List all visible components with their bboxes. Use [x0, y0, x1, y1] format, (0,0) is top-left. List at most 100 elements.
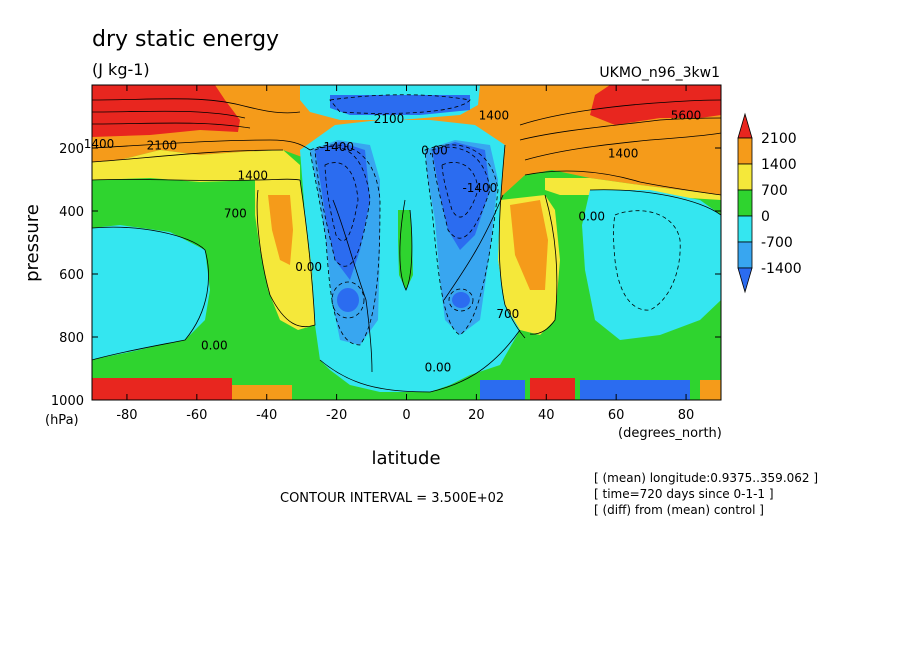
chart-units: (J kg-1)	[92, 60, 150, 79]
contour-line	[92, 149, 284, 163]
negative-contour	[309, 144, 381, 346]
x-tick-label: 40	[538, 408, 555, 423]
field-green-center	[398, 210, 413, 290]
contour-line	[92, 110, 246, 119]
colorbar-segment	[737, 215, 753, 243]
negative-contour	[431, 146, 491, 239]
contour-line	[319, 329, 521, 393]
field-red-surface-right	[530, 378, 575, 400]
colorbar-arrow-top	[737, 112, 753, 139]
contour-label: 700	[496, 307, 519, 321]
negative-contours	[309, 94, 681, 346]
colorbar-label: -700	[761, 235, 793, 251]
negative-contour	[314, 146, 371, 267]
contour-label: 0.00	[578, 209, 605, 223]
x-tick-label: -20	[326, 408, 347, 423]
field-cyan-left	[92, 225, 210, 360]
y-axis-label: pressure	[22, 204, 43, 282]
x-axis-label: latitude	[371, 448, 440, 469]
contour-label: 1400	[608, 146, 639, 160]
contour-label: 1400	[84, 137, 115, 151]
y-tick-label: 800	[59, 331, 84, 346]
contour-line	[498, 144, 526, 339]
colorbar-label: 2100	[761, 131, 797, 147]
field-darkblue-core-right	[452, 292, 470, 308]
contour-line	[443, 194, 504, 301]
contour-label: 1400	[479, 109, 510, 123]
negative-contour	[331, 281, 365, 319]
contour-field	[92, 85, 721, 400]
negative-contour	[448, 288, 474, 312]
contour-lines	[92, 98, 721, 393]
y-tick-label: 600	[59, 268, 84, 283]
x-tick-label: 20	[468, 408, 485, 423]
contour-label: -1400	[319, 140, 354, 154]
colorbar-label: 700	[761, 183, 788, 199]
contour-label-layer: 1400 2100 1400 700 0.00 0.00 -1400 0.00 2100 -140…	[84, 109, 702, 375]
y-tick-label: 200	[59, 142, 84, 157]
negative-contour	[613, 210, 681, 311]
negative-contour	[441, 162, 479, 218]
y-axis: 200 400 600 800 1000	[51, 142, 721, 409]
field-darkblue-left	[315, 142, 370, 280]
contour-line	[92, 98, 301, 114]
colorbar: 2100 1400 700 0 -700 -1400	[737, 112, 802, 294]
x-tick-label: 60	[608, 408, 625, 423]
dataset-label: UKMO_n96_3kw1	[599, 65, 720, 81]
field-blue-surface-center	[480, 380, 525, 400]
contour-line	[519, 117, 721, 141]
x-axis: -80 -60 -40 -20 0 20 40 60 80	[116, 85, 694, 423]
contour-line	[399, 199, 413, 291]
colorbar-label: 0	[761, 209, 770, 225]
contour-line	[589, 189, 721, 216]
colorbar-segment	[737, 241, 753, 269]
field-red-surface-left	[92, 378, 232, 400]
contour-line	[524, 132, 721, 161]
colorbar-label: 1400	[761, 157, 797, 173]
contour-line	[519, 99, 721, 126]
x-tick-label: -60	[186, 408, 207, 423]
contour-line	[92, 139, 311, 151]
colorbar-arrow-bottom	[737, 267, 753, 294]
field-orange-surface-left	[232, 385, 292, 400]
note-time: [ time=720 days since 0-1-1 ]	[594, 487, 774, 501]
negative-contour	[424, 144, 499, 336]
colorbar-label: -1400	[761, 261, 802, 277]
contour-label: 5600	[671, 109, 702, 123]
contour-label: 0.00	[421, 143, 448, 157]
y-tick-label: 1000	[51, 394, 84, 409]
colorbar-segment	[737, 189, 753, 217]
contour-line	[332, 199, 373, 373]
contour-line	[92, 122, 251, 129]
contour-line	[92, 178, 301, 181]
contour-line	[524, 170, 721, 196]
contour-label: -1400	[462, 181, 497, 195]
field-blue-surface-right	[580, 380, 690, 400]
contour-label: 1400	[237, 169, 268, 183]
field-orange-surface-edge	[700, 380, 721, 400]
negative-contour	[329, 94, 471, 114]
note-longitude: [ (mean) longitude:0.9375..359.062 ]	[594, 471, 818, 485]
colorbar-segment	[737, 163, 753, 191]
chart-title: dry static energy	[92, 27, 279, 52]
contour-line	[529, 194, 558, 335]
x-tick-label: 0	[402, 408, 410, 423]
x-axis-unit: (degrees_north)	[618, 426, 722, 441]
contour-label: 700	[224, 206, 247, 220]
x-tick-label: -80	[116, 408, 137, 423]
contour-label: 0.00	[201, 339, 228, 353]
negative-contour	[324, 162, 359, 242]
contour-label: 0.00	[425, 361, 452, 375]
field-orange-lobe-left	[268, 195, 293, 265]
contour-label: 0.00	[295, 260, 322, 274]
field-cyan-right	[582, 190, 721, 340]
contour-label: 2100	[147, 139, 178, 153]
field-darkblue-top	[330, 95, 470, 115]
x-tick-label: -40	[256, 408, 277, 423]
contour-interval: CONTOUR INTERVAL = 3.500E+02	[280, 491, 504, 506]
y-axis-unit: (hPa)	[45, 413, 79, 428]
note-diff: [ (diff) from (mean) control ]	[594, 503, 764, 517]
contour-line	[256, 179, 316, 328]
field-darkblue-core-left	[337, 288, 359, 312]
